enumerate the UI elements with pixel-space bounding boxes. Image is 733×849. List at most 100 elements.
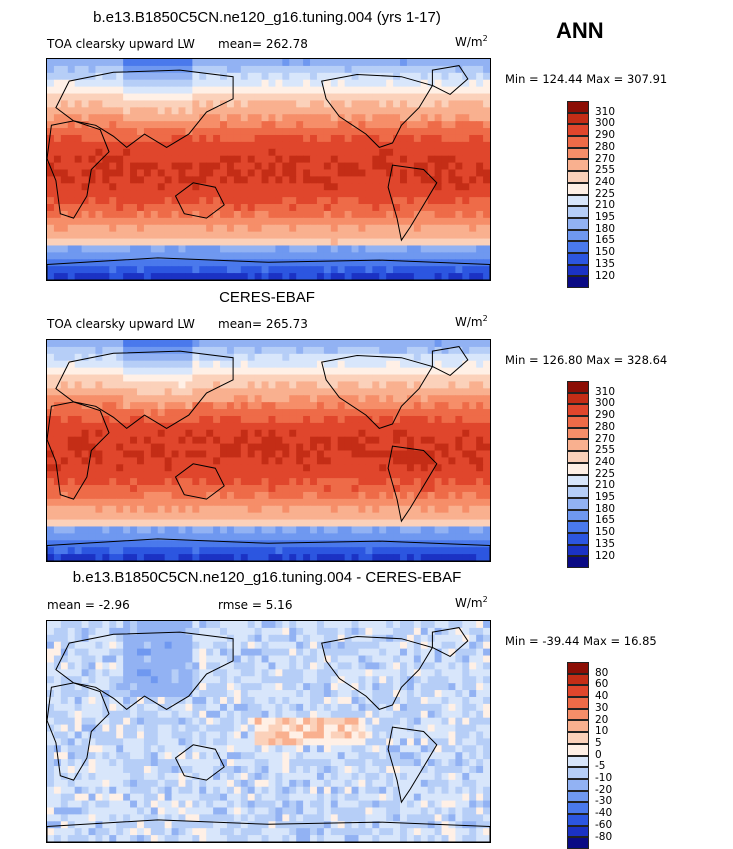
grid-cell [400, 697, 408, 705]
grid-cell [130, 402, 138, 410]
grid-cell [82, 533, 90, 541]
grid-cell [476, 142, 484, 150]
grid-cell [448, 409, 456, 417]
grid-cell [116, 457, 124, 465]
grid-cell [393, 114, 401, 122]
grid-cell [89, 628, 97, 636]
grid-cell [386, 506, 394, 514]
grid-cell [82, 388, 90, 396]
grid-cell [414, 520, 422, 528]
grid-cell [352, 444, 360, 452]
grid-cell [220, 409, 228, 417]
grid-cell [303, 554, 311, 561]
grid-cell [151, 232, 159, 240]
grid-cell [379, 252, 387, 260]
grid-cell [192, 94, 200, 102]
grid-cell [158, 499, 166, 507]
grid-cell [365, 464, 373, 472]
grid-cell [172, 59, 180, 67]
grid-cell [68, 128, 76, 136]
grid-cell [227, 554, 235, 561]
grid-cell [275, 485, 283, 493]
grid-cell [179, 107, 187, 115]
grid-cell [338, 649, 346, 657]
grid-cell [137, 245, 145, 253]
grid-cell [123, 662, 131, 670]
grid-cell [435, 190, 443, 198]
grid-cell [296, 114, 304, 122]
grid-cell [151, 554, 159, 561]
grid-cell [393, 464, 401, 472]
grid-cell [192, 499, 200, 507]
grid-cell [269, 204, 277, 212]
grid-cell [345, 621, 353, 629]
grid-cell [255, 190, 263, 198]
grid-cell [435, 506, 443, 514]
grid-cell [262, 273, 270, 280]
grid-cell [282, 73, 290, 81]
grid-cell [130, 704, 138, 712]
grid-cell [220, 628, 228, 636]
grid-cell [400, 662, 408, 670]
grid-cell [89, 361, 97, 369]
grid-cell [352, 347, 360, 355]
grid-cell [269, 662, 277, 670]
grid-cell [54, 232, 62, 240]
grid-cell [462, 135, 470, 143]
grid-cell [324, 690, 332, 698]
grid-cell [421, 402, 429, 410]
grid-cell [185, 135, 193, 143]
units-label: W/m2 [455, 314, 488, 329]
grid-cell [220, 107, 228, 115]
grid-cell [241, 656, 249, 664]
grid-cell [275, 520, 283, 528]
grid-cell [282, 437, 290, 445]
grid-cell [448, 381, 456, 389]
grid-cell [324, 554, 332, 561]
grid-cell [206, 114, 214, 122]
grid-cell [310, 183, 318, 191]
grid-cell [365, 59, 373, 67]
grid-cell [241, 520, 249, 528]
grid-cell [234, 218, 242, 226]
grid-cell [82, 649, 90, 657]
grid-cell [400, 526, 408, 534]
grid-cell [400, 368, 408, 376]
grid-cell [220, 402, 228, 410]
grid-cell [365, 485, 373, 493]
grid-cell [116, 683, 124, 691]
grid-cell [234, 704, 242, 712]
grid-cell [262, 656, 270, 664]
grid-cell [317, 520, 325, 528]
grid-cell [282, 100, 290, 108]
grid-cell [282, 526, 290, 534]
grid-cell [303, 245, 311, 253]
grid-cell [123, 259, 131, 267]
grid-cell [455, 444, 463, 452]
grid-cell [262, 121, 270, 129]
grid-cell [151, 444, 159, 452]
grid-cell [379, 87, 387, 95]
grid-cell [476, 635, 484, 643]
grid-cell [165, 128, 173, 136]
grid-cell [421, 135, 429, 143]
grid-cell [469, 464, 477, 472]
grid-cell [435, 176, 443, 184]
grid-cell [331, 121, 339, 129]
grid-cell [414, 690, 422, 698]
grid-cell [338, 533, 346, 541]
grid-cell [227, 669, 235, 677]
grid-cell [455, 368, 463, 376]
grid-cell [289, 252, 297, 260]
grid-cell [137, 197, 145, 205]
grid-cell [158, 662, 166, 670]
grid-cell [220, 66, 228, 74]
grid-cell [275, 190, 283, 198]
grid-cell [435, 252, 443, 260]
grid-cell [352, 478, 360, 486]
grid-cell [158, 656, 166, 664]
grid-cell [165, 621, 173, 629]
grid-cell [400, 66, 408, 74]
grid-cell [296, 170, 304, 178]
grid-cell [54, 80, 62, 88]
